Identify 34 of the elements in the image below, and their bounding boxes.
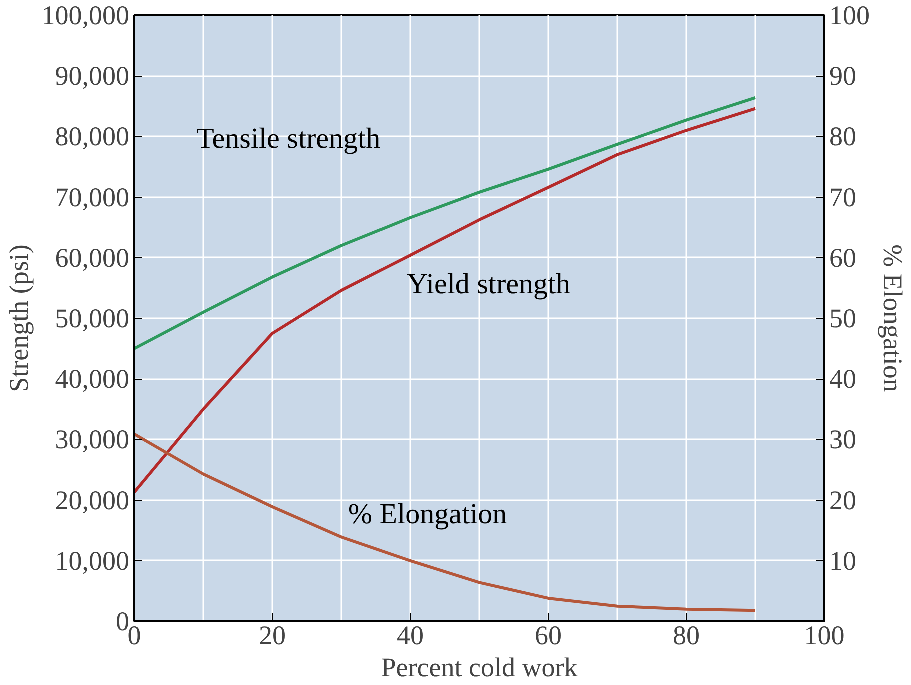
y-tick-label: 90,000	[55, 61, 130, 92]
y-tick-label: 40,000	[55, 364, 130, 394]
line-series	[134, 107, 757, 494]
x-tick-label: 100	[804, 620, 845, 650]
y-tick-label: 100,000	[42, 0, 130, 30]
y2-tick-label: 90	[830, 61, 856, 92]
y2-tick-label: 20	[830, 485, 856, 516]
text: Tensile strength	[196, 122, 382, 155]
x-tick-label: 40	[397, 620, 424, 650]
line-series	[134, 96, 757, 350]
x-tick-label: 60	[535, 620, 562, 650]
y-tick-label: 80,000	[55, 122, 130, 152]
series-label: % Elongation	[348, 498, 508, 531]
y2-tick-label: 60	[830, 242, 856, 273]
y2-axis-title: % Elongation	[878, 244, 908, 393]
x-tick-label: 20	[259, 620, 286, 650]
y-tick-label: 30,000	[55, 424, 130, 455]
y2-tick-label: 100	[830, 0, 870, 30]
y-tick-label: 60,000	[55, 242, 130, 273]
x-tick-label: 80	[673, 620, 700, 650]
y2-tick-label: 70	[830, 182, 856, 212]
y2-tick-label: 80	[830, 122, 856, 152]
line-series	[134, 432, 757, 612]
y2-tick-label: 30	[830, 424, 856, 455]
y2-tick-label: 40	[830, 364, 856, 394]
y2-tick-label: 50	[830, 304, 856, 334]
y-axis-title: Strength (psi)	[4, 244, 34, 392]
y2-tick-label: 10	[830, 546, 856, 576]
y-tick-label: 10,000	[55, 546, 130, 576]
x-axis-title: Percent cold work	[381, 652, 578, 682]
series-label: Yield strength	[407, 268, 572, 300]
y-tick-label: 20,000	[55, 485, 130, 516]
y-tick-label: 50,000	[55, 304, 130, 334]
y-tick-label: 70,000	[55, 182, 130, 212]
